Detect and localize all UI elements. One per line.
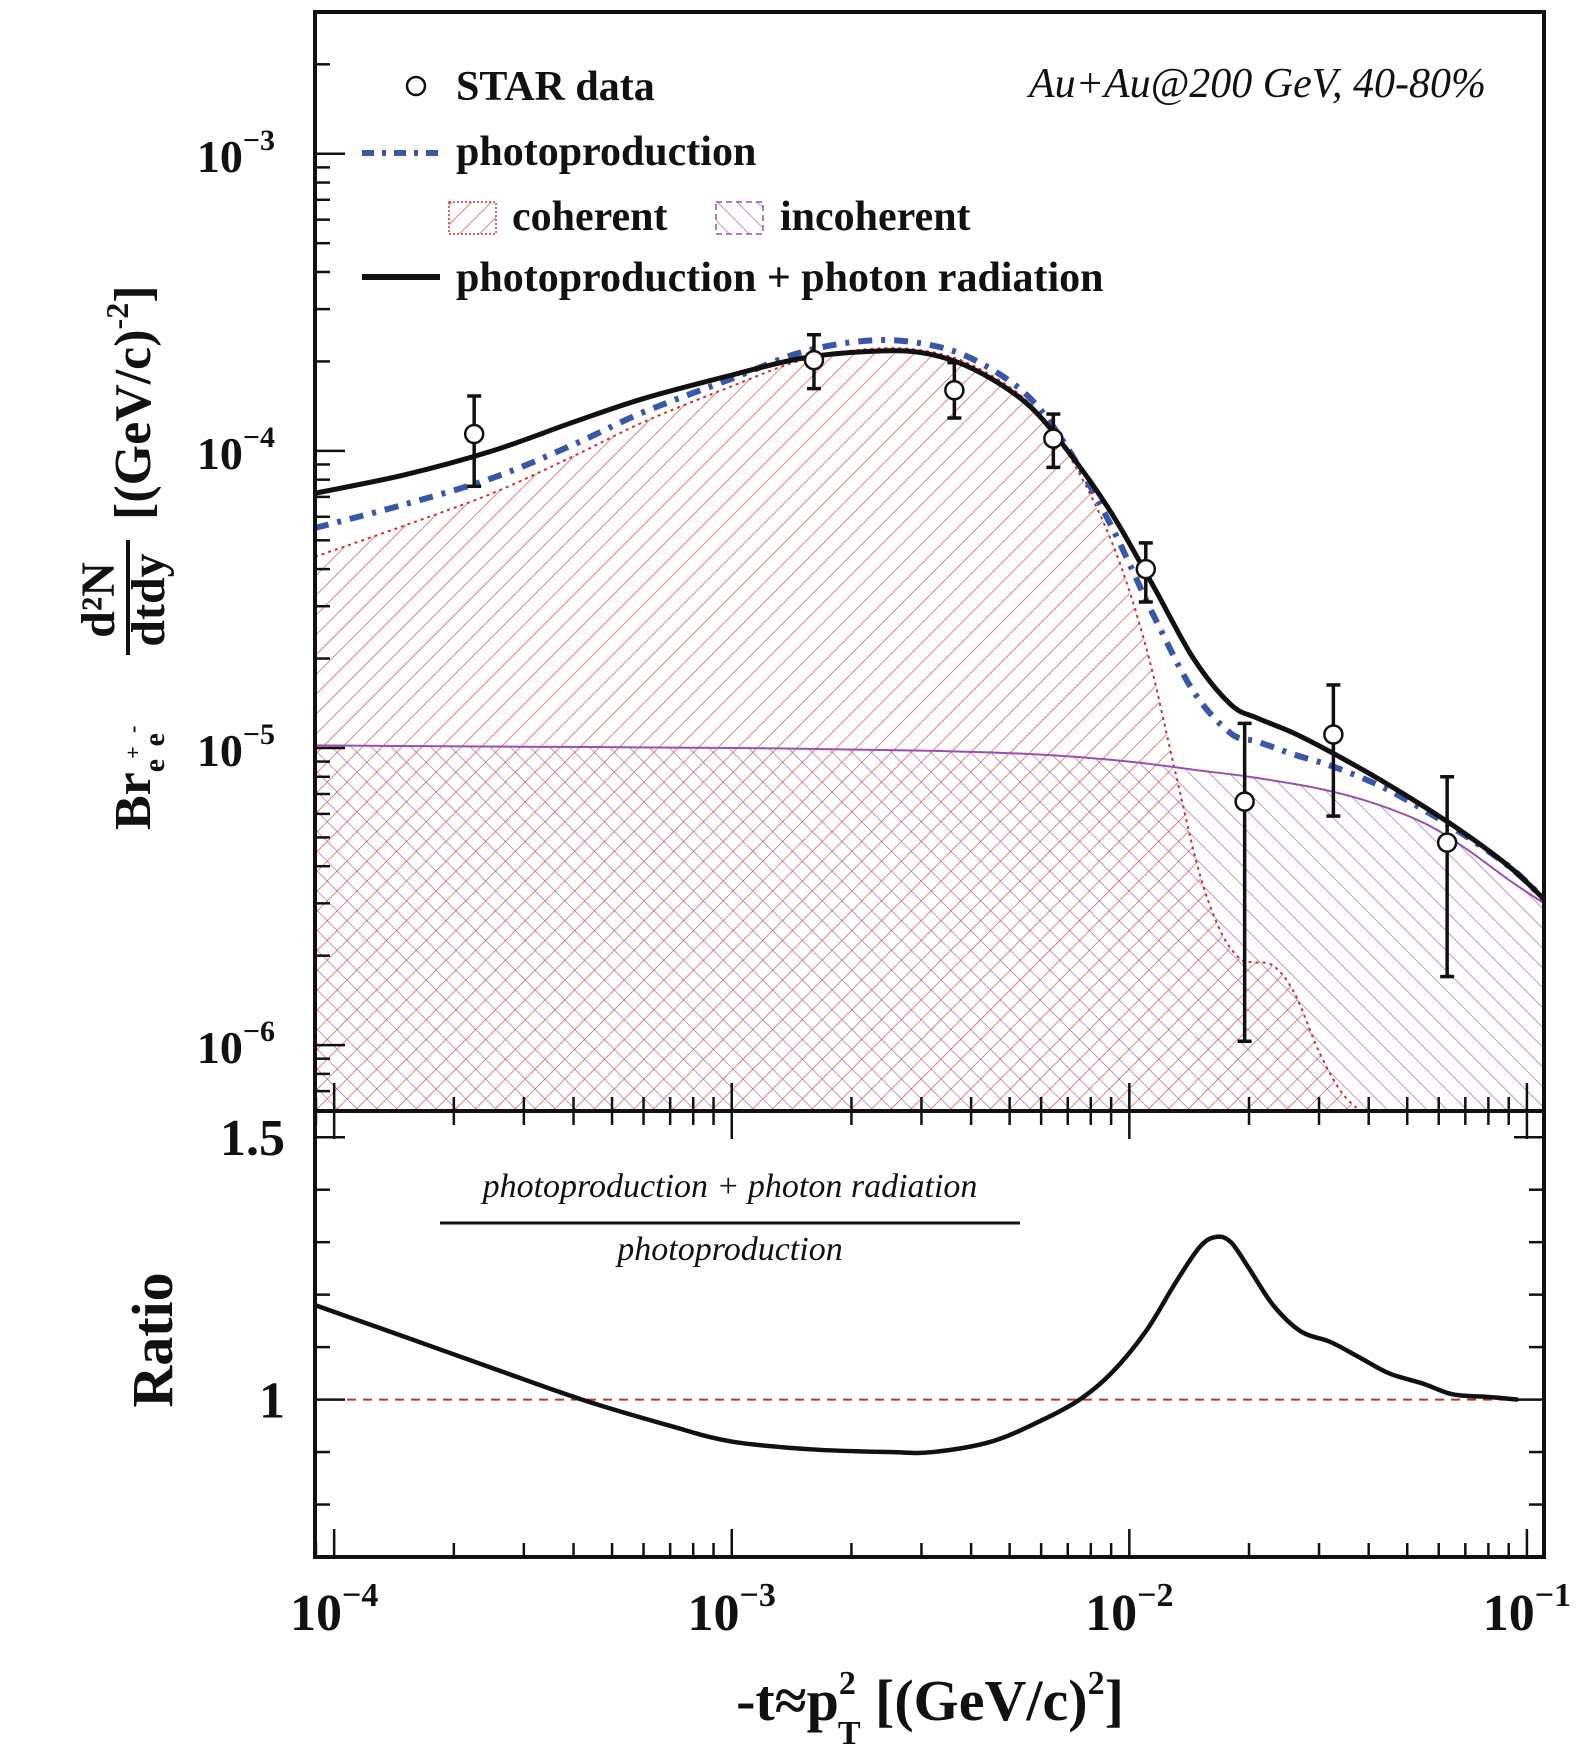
incoherent-curve bbox=[315, 744, 1544, 905]
coherent-hatch-swatch-icon bbox=[448, 201, 497, 235]
ratio-y-tick-label: 1.5 bbox=[220, 1110, 285, 1167]
ratio-denominator: photoproduction bbox=[615, 1231, 842, 1268]
y-axis-title-unit: [(GeV/c)-2] bbox=[99, 285, 162, 520]
coherent-curve bbox=[315, 347, 1361, 1111]
collision-system-annotation: Au+Au@200 GeV, 40-80% bbox=[1026, 61, 1486, 107]
legend-item-star-data: STAR data bbox=[405, 64, 655, 110]
ratio-y-axis-title: Ratio bbox=[120, 1272, 185, 1407]
y-axis-title-denominator: dtdy bbox=[122, 553, 175, 646]
y-tick-label: 10−4 bbox=[197, 421, 275, 479]
legend-item-incoherent: incoherent bbox=[715, 194, 971, 240]
ratio-y-tick-label: 1 bbox=[259, 1373, 285, 1430]
incoherent-hatch-swatch-icon bbox=[715, 201, 764, 235]
data-marker bbox=[944, 379, 965, 401]
y-axis-title-numerator: d²N bbox=[72, 562, 125, 638]
ratio-numerator: photoproduction + photon radiation bbox=[481, 1168, 978, 1205]
x-axis-title: -t≈p2 T [(GeV/c)2] bbox=[736, 1665, 1124, 1752]
data-point bbox=[1234, 721, 1255, 1044]
legend-item-photoproduction: photoproduction bbox=[362, 129, 756, 175]
legend-label: photoproduction bbox=[456, 129, 756, 175]
photoproduction-curve bbox=[315, 337, 1544, 902]
legend-label: STAR data bbox=[456, 64, 655, 110]
data-point bbox=[1436, 775, 1458, 979]
data-point bbox=[463, 394, 485, 489]
y-tick-label: 10−5 bbox=[197, 718, 275, 776]
x-tick-label: 10−3 bbox=[688, 1577, 776, 1642]
data-marker bbox=[803, 349, 825, 371]
coherent-area bbox=[315, 348, 1360, 1111]
data-marker bbox=[463, 423, 485, 445]
upper-plot-area bbox=[315, 348, 1544, 1111]
data-marker bbox=[1043, 428, 1064, 449]
upper-y-axis-title: Bre+e- d²N dtdy [(GeV/c)-2] bbox=[72, 285, 175, 830]
legend: STAR data photoproduction coherent incoh… bbox=[362, 64, 1104, 301]
data-point bbox=[1135, 541, 1157, 604]
y-tick-label: 10−3 bbox=[197, 124, 275, 182]
lower-frame bbox=[313, 1109, 1546, 1559]
axis-ticks bbox=[314, 10, 1544, 1559]
axis-tick-labels: 10−3 10−4 10−5 10−6 1.5 1 10−4 10−3 10−2 10−1 bbox=[197, 124, 1571, 1642]
data-marker bbox=[1323, 724, 1344, 745]
legend-label: incoherent bbox=[780, 194, 971, 240]
ratio-curve bbox=[315, 1234, 1519, 1456]
legend-item-photoproduction-plus-radiation: photoproduction + photon radiation bbox=[362, 255, 1104, 301]
data-point bbox=[803, 332, 825, 391]
data-marker bbox=[1436, 832, 1458, 853]
open-circle-marker-icon bbox=[405, 75, 427, 97]
legend-label: coherent bbox=[512, 194, 668, 240]
x-tick-label: 10−4 bbox=[290, 1577, 378, 1642]
x-tick-label: 10−2 bbox=[1085, 1577, 1173, 1642]
y-axis-title-text: Bre+e- bbox=[105, 726, 171, 830]
ratio-formula: photoproduction + photon radiation photo… bbox=[440, 1168, 1020, 1268]
ratio-plot-lines bbox=[315, 1234, 1544, 1456]
data-marker bbox=[1234, 791, 1255, 812]
data-point bbox=[1323, 683, 1344, 818]
legend-label: photoproduction + photon radiation bbox=[456, 255, 1104, 301]
data-point bbox=[944, 360, 965, 420]
data-marker bbox=[1135, 558, 1157, 580]
x-tick-label: 10−1 bbox=[1483, 1577, 1571, 1642]
data-point bbox=[1043, 412, 1064, 470]
y-tick-label: 10−6 bbox=[197, 1015, 275, 1073]
legend-item-coherent: coherent bbox=[448, 194, 668, 240]
star-data-points bbox=[463, 332, 1458, 1044]
